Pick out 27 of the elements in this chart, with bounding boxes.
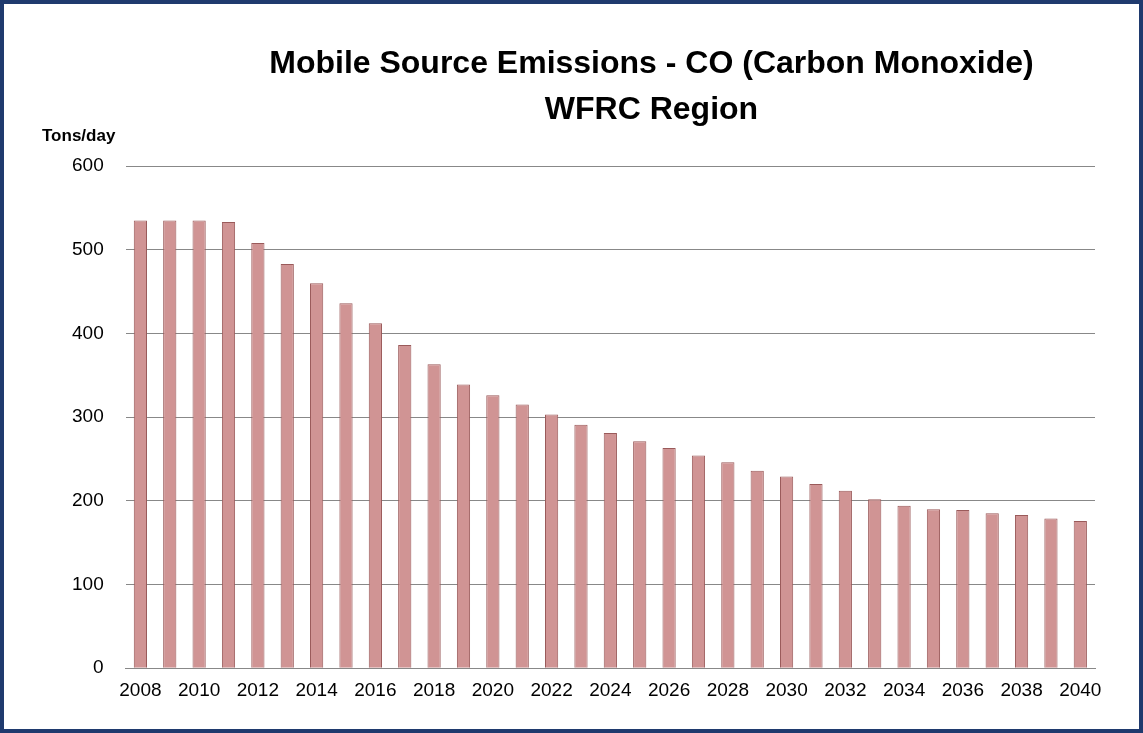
x-tick-label: 2028 — [706, 678, 749, 700]
x-tick-label: 2012 — [236, 678, 280, 700]
x-tick-label: 2022 — [530, 678, 573, 700]
x-tick-label: 2036 — [941, 678, 984, 700]
y-tick-label: 500 — [72, 237, 104, 259]
x-tick-label: 2030 — [765, 678, 808, 700]
x-tick-label: 2038 — [1000, 678, 1043, 700]
y-tick-label: 0 — [93, 656, 104, 678]
y-axis-title: Tons/day — [42, 125, 116, 145]
y-tick-label: 100 — [72, 572, 104, 594]
y-tick-label: 400 — [72, 321, 104, 343]
x-tick-label: 2040 — [1059, 678, 1102, 700]
x-tick-label: 2010 — [177, 678, 221, 700]
x-tick-label: 2026 — [647, 678, 691, 700]
x-tick-label: 2018 — [412, 678, 456, 700]
x-tick-label: 2032 — [824, 678, 867, 700]
x-tick-label: 2034 — [882, 678, 926, 700]
x-tick-label: 2024 — [589, 678, 632, 700]
y-tick-label: 600 — [72, 154, 104, 176]
y-tick-label: 300 — [72, 405, 104, 427]
chart-subtitle: WFRC Region — [543, 90, 760, 127]
x-tick-label: 2016 — [354, 678, 397, 700]
x-tick-label: 2020 — [471, 678, 514, 700]
x-tick-label: 2008 — [119, 678, 162, 700]
chart-title: Mobile Source Emissions - CO (Carbon Monoxide) — [268, 44, 1035, 81]
x-tick-label: 2014 — [295, 678, 339, 700]
y-tick-label: 200 — [72, 489, 104, 511]
